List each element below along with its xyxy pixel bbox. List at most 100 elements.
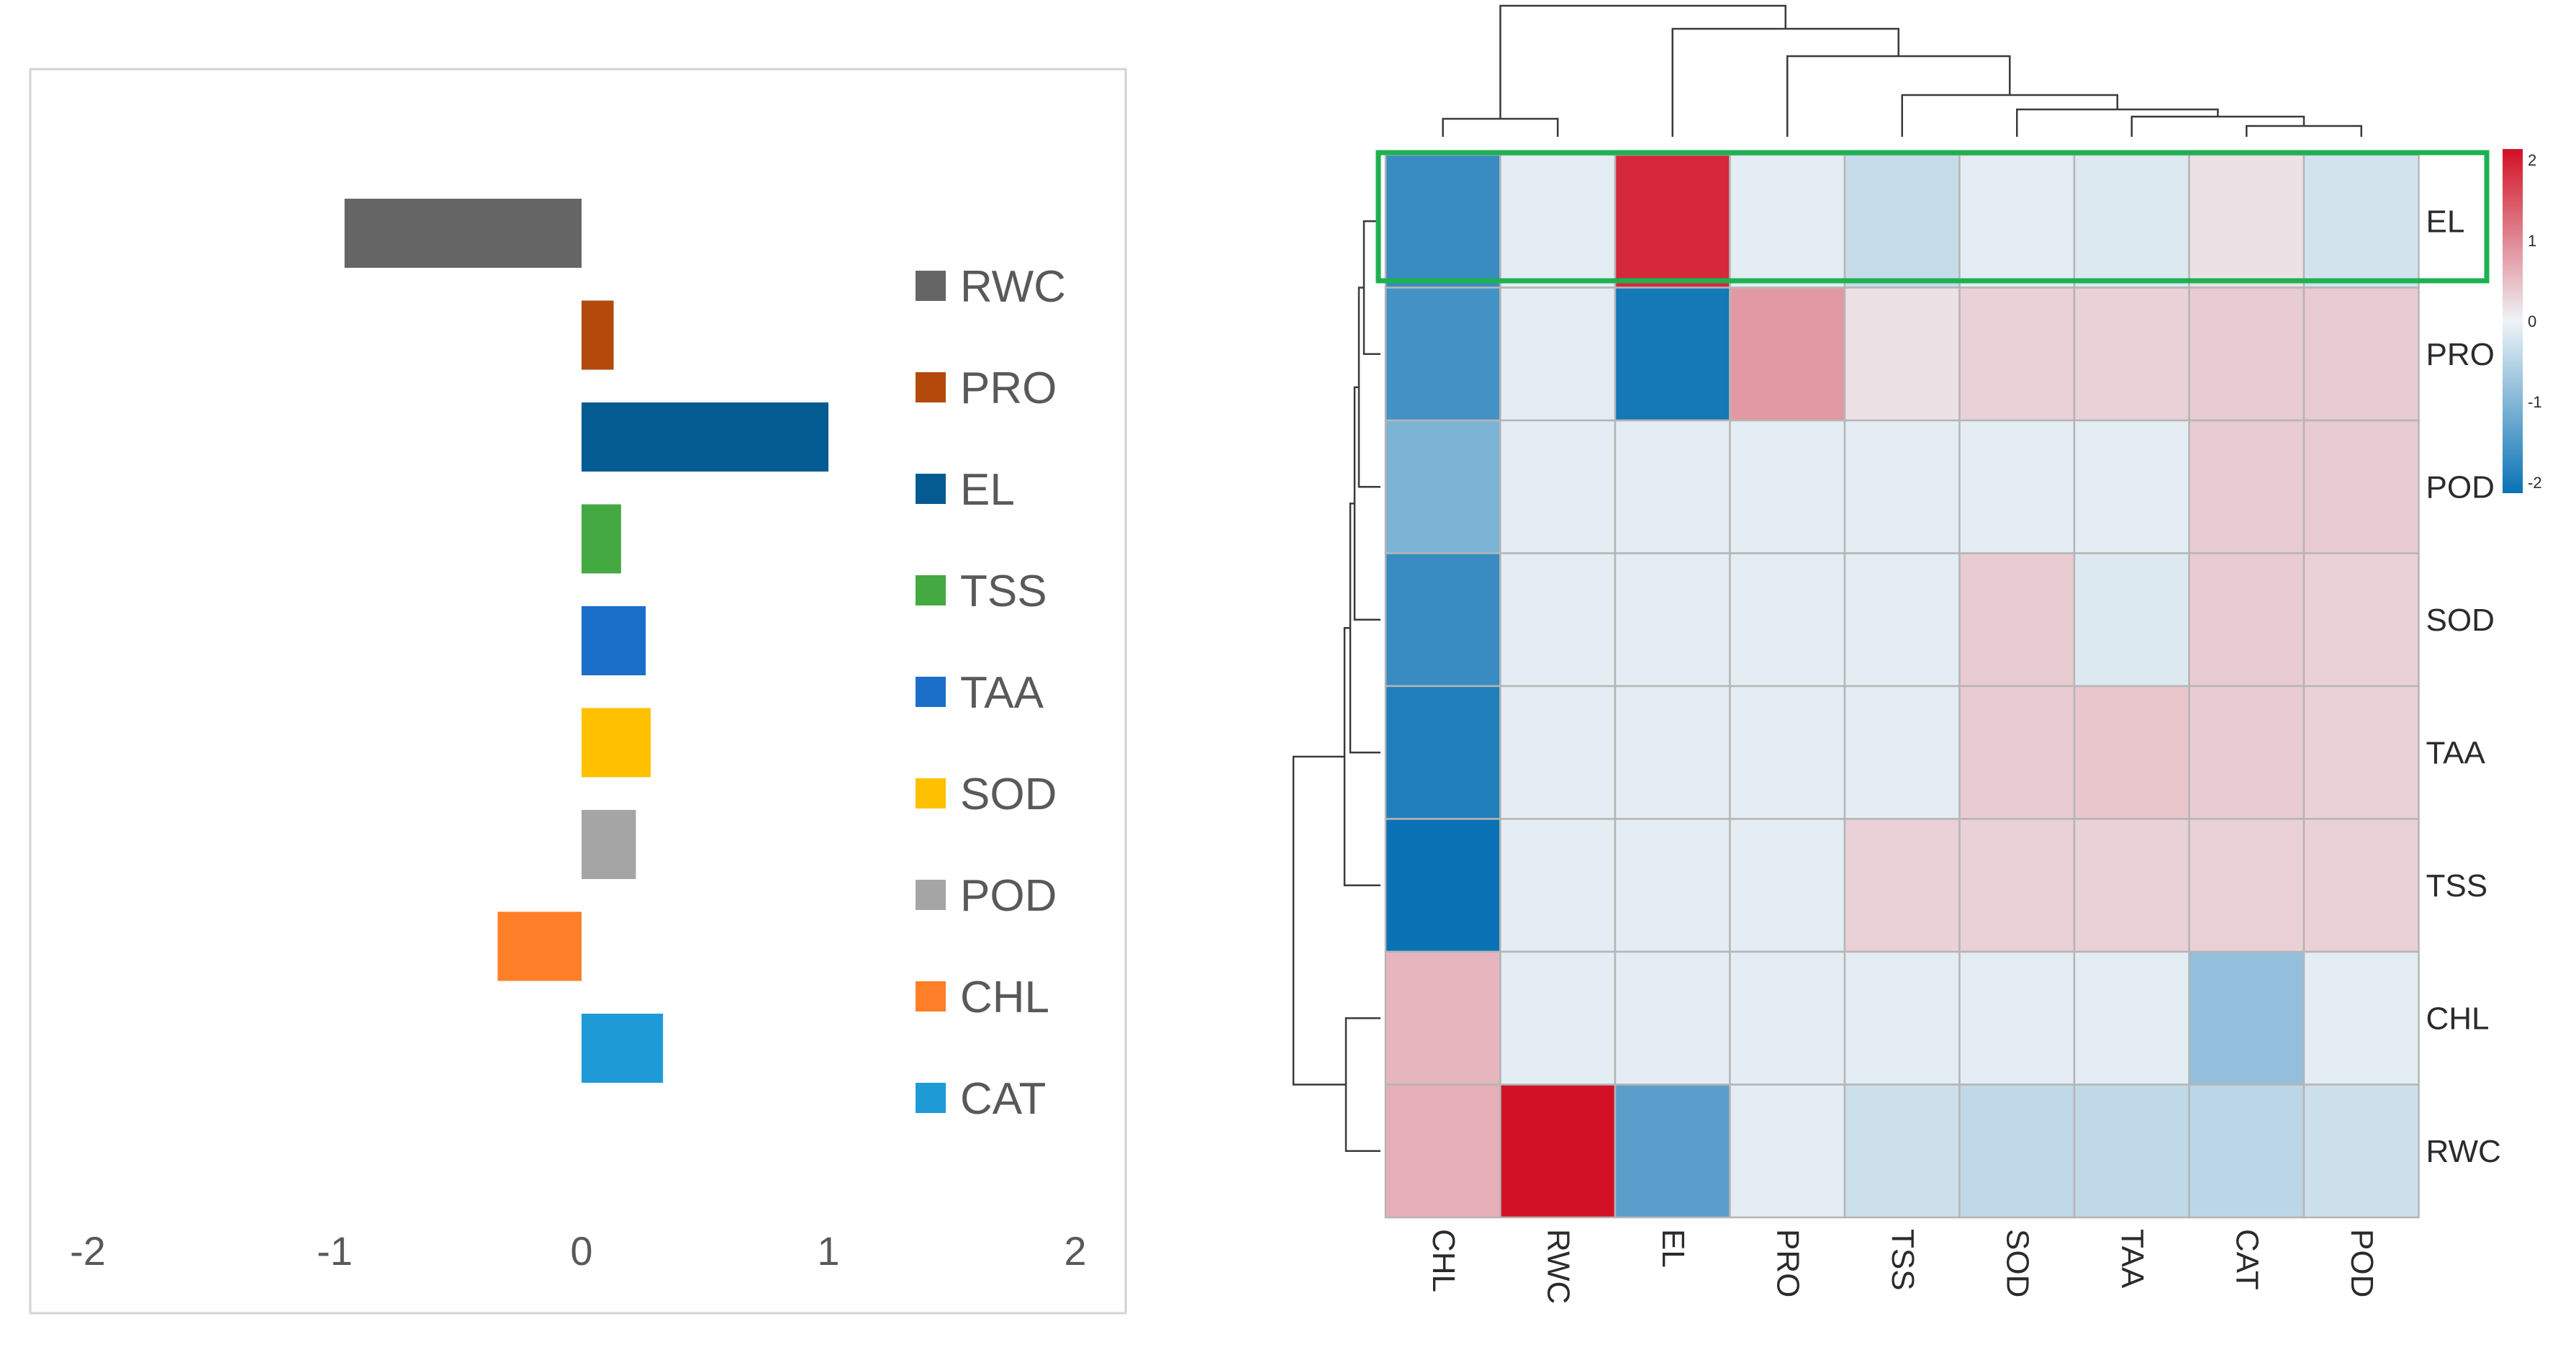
x-tick-label: 2 xyxy=(1064,1228,1086,1274)
row-label-tss: TSS xyxy=(2426,868,2488,904)
legend-label: TAA xyxy=(960,668,1044,718)
heatmap-cell xyxy=(2302,153,2420,289)
col-label-pro: PRO xyxy=(1770,1229,1805,1297)
legend-swatch-cat xyxy=(916,1083,946,1113)
col-label-rwc: RWC xyxy=(1540,1229,1576,1304)
heatmap-cell xyxy=(1729,287,1846,422)
dendrogram-link xyxy=(1499,4,1787,119)
x-tick-label: 0 xyxy=(570,1228,592,1274)
heatmap-cell xyxy=(1843,287,1961,422)
legend-swatch-tss xyxy=(916,575,946,605)
heatmap-cell xyxy=(2188,950,2305,1086)
colorbar-tick-label: -2 xyxy=(2528,474,2542,492)
heatmap-cell xyxy=(2073,1084,2190,1219)
heatmap-cell xyxy=(2188,685,2305,820)
legend-label: TSS xyxy=(960,567,1047,616)
heatmap-cell xyxy=(1958,685,2076,820)
legend-label: RWC xyxy=(960,262,1066,312)
bar-sod xyxy=(582,708,651,778)
dendrogram-link xyxy=(1786,55,2011,137)
row-label-taa: TAA xyxy=(2426,735,2486,770)
col-label-cat: CAT xyxy=(2229,1229,2264,1290)
heatmap-cell xyxy=(2073,818,2190,953)
heatmap-column-labels: CHL RWC EL PRO TSS SOD TAA CAT POD xyxy=(1426,1229,2380,1304)
bar-legend: RWC PRO EL TSS TAA SOD POD CHL CAT xyxy=(916,262,1066,1124)
dendrogram-link xyxy=(1442,117,1559,137)
heatmap-cell xyxy=(2302,552,2420,688)
legend-label: EL xyxy=(960,465,1015,515)
colorbar-tick-label: 2 xyxy=(2528,151,2536,169)
heatmap-cell xyxy=(1499,419,1617,554)
heatmap-cell xyxy=(1729,552,1846,688)
heatmap-cell xyxy=(1499,818,1617,953)
heatmap-cell xyxy=(1384,818,1501,953)
bar-chart-panel: -2 -1 0 1 2 RWC PRO EL TSS TAA SOD POD CHL CAT xyxy=(29,68,1127,1315)
legend-label: SOD xyxy=(960,770,1057,819)
heatmap-cell xyxy=(2302,950,2420,1086)
heatmap-cell xyxy=(2073,419,2190,554)
heatmap-cell xyxy=(1729,818,1846,953)
legend-label: CHL xyxy=(960,973,1049,1022)
dendrogram-link xyxy=(1345,1017,1380,1152)
heatmap-cell xyxy=(1614,419,1731,554)
heatmap-cell xyxy=(1499,287,1617,422)
bar-rwc xyxy=(344,199,582,268)
legend-label: POD xyxy=(960,871,1057,921)
legend-swatch-rwc xyxy=(916,271,946,301)
heatmap-cell xyxy=(2188,1084,2305,1219)
heatmap-cell xyxy=(1958,818,2076,953)
dendrogram-link xyxy=(1671,27,1900,137)
heatmap-cell xyxy=(1958,153,2076,289)
heatmap-cell xyxy=(1614,818,1731,953)
heatmap-cell xyxy=(1384,153,1501,289)
heatmap-cell xyxy=(1729,950,1846,1086)
heatmap-cell xyxy=(1729,685,1846,820)
heatmap-cell xyxy=(2188,419,2305,554)
heatmap-cell xyxy=(2302,1084,2420,1219)
legend-label: PRO xyxy=(960,364,1057,413)
heatmap-cell xyxy=(1614,287,1731,422)
heatmap-cell xyxy=(1614,685,1731,820)
heatmap-cell xyxy=(1499,685,1617,820)
highlight-box xyxy=(1375,150,2490,284)
bar-series xyxy=(344,199,828,1083)
heatmap-cell xyxy=(1843,153,1961,289)
heatmap-colorbar: 2 1 0 -1 -2 xyxy=(2503,149,2542,493)
column-dendrogram xyxy=(1442,4,2362,137)
colorbar-bar xyxy=(2503,149,2523,493)
x-tick-label: 1 xyxy=(817,1228,839,1274)
legend-label: CAT xyxy=(960,1074,1046,1124)
bar-chl xyxy=(497,911,582,981)
heatmap-cell xyxy=(1499,950,1617,1086)
heatmap-cell xyxy=(2302,419,2420,554)
bar-cat xyxy=(582,1014,664,1083)
heatmap-panel: EL PRO POD SOD TAA TSS CHL RWC CHL RWC EL PRO TSS SO… xyxy=(1292,4,2542,1304)
legend-swatch-el xyxy=(916,474,946,504)
colorbar-tick-label: 0 xyxy=(2528,312,2536,330)
heatmap-cell xyxy=(1958,552,2076,688)
heatmap-cell xyxy=(1843,685,1961,820)
dendrogram-link xyxy=(2246,125,2362,137)
legend-swatch-sod xyxy=(916,778,946,808)
heatmap-cell xyxy=(2188,153,2305,289)
legend-swatch-chl xyxy=(916,981,946,1012)
legend-swatch-taa xyxy=(916,677,946,707)
row-label-pod: POD xyxy=(2426,469,2495,505)
row-label-chl: CHL xyxy=(2426,1001,2490,1036)
bar-el xyxy=(582,402,828,472)
heatmap-cell xyxy=(1614,1084,1731,1219)
heatmap-cell xyxy=(1614,153,1731,289)
heatmap-row-labels: EL PRO POD SOD TAA TSS CHL RWC xyxy=(2426,204,2501,1169)
heatmap-cell xyxy=(2188,287,2305,422)
bar-pro xyxy=(582,300,614,370)
legend-swatch-pod xyxy=(916,880,946,910)
bar-taa xyxy=(582,606,646,675)
heatmap-cell xyxy=(1384,287,1501,422)
heatmap-cell xyxy=(1614,552,1731,688)
heatmap-cell xyxy=(1843,950,1961,1086)
colorbar-tick-label: 1 xyxy=(2528,232,2536,250)
heatmap-cell xyxy=(1958,1084,2076,1219)
row-dendrogram xyxy=(1292,220,1380,1152)
heatmap-cells xyxy=(1384,153,2420,1219)
